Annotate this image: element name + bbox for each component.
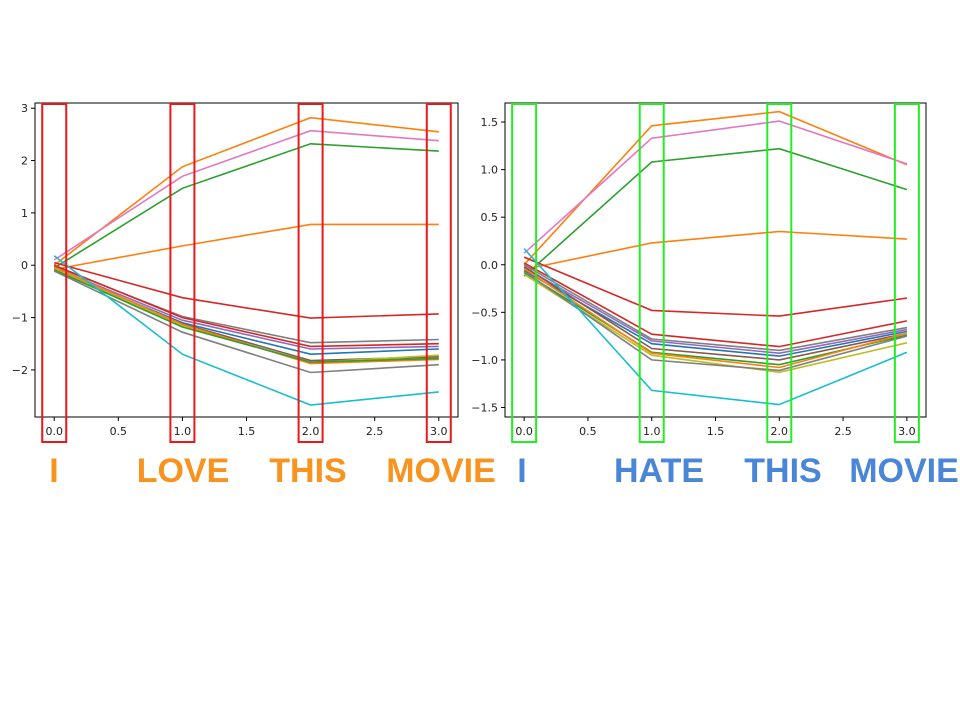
right-series-line-1 <box>523 110 908 266</box>
right-highlight-box-3 <box>893 103 920 443</box>
right-series-line-8 <box>523 266 908 355</box>
right-x-tick-label: 3.0 <box>898 425 916 438</box>
left-series-line-7 <box>53 264 439 348</box>
left-series-line-8 <box>53 267 439 350</box>
right-word-this: THIS <box>744 452 822 490</box>
right-series-line-3 <box>523 147 908 277</box>
left-axes-frame <box>34 102 459 418</box>
right-highlight-box-2 <box>766 103 793 443</box>
left-y-tick-label: −1 <box>12 312 28 325</box>
right-word-i: I <box>517 452 527 490</box>
left-x-tick-label: 2.5 <box>366 425 384 438</box>
left-highlight-box-1 <box>169 103 196 443</box>
right-series-line-10 <box>523 266 908 361</box>
left-x-tick-label: 3.0 <box>430 425 448 438</box>
right-y-tick-label: 0.0 <box>481 259 499 272</box>
right-x-tick-label: 1.0 <box>643 425 661 438</box>
left-x-tick-label: 1.5 <box>238 425 256 438</box>
right-series-line-15 <box>523 248 908 406</box>
right-x-tick-label: 0.5 <box>579 425 597 438</box>
left-series-line-15 <box>53 255 439 406</box>
right-series-line-6 <box>523 262 908 348</box>
left-series-line-5 <box>53 261 439 319</box>
left-highlight-box-2 <box>297 103 324 443</box>
left-y-tick-label: 3 <box>21 102 28 115</box>
right-chart: 0.0 0.5 1.0 1.5 2.0 2.5 3.0 1.5 1.0 0.5 0.0 −0.5 −1.… <box>471 102 927 443</box>
right-y-tick-label: 1.0 <box>481 164 499 177</box>
left-series-line-2 <box>53 129 439 261</box>
left-y-tick-label: 1 <box>21 207 28 220</box>
left-x-tick-label: 0.0 <box>45 425 63 438</box>
right-highlight-box-1 <box>638 103 665 443</box>
right-y-tick-label: 0.5 <box>481 211 499 224</box>
left-highlight-box-3 <box>425 103 452 443</box>
left-x-tick-label: 1.0 <box>174 425 192 438</box>
left-series-line-3 <box>53 142 439 269</box>
right-x-tick-label: 1.5 <box>707 425 725 438</box>
right-x-tick-label: 0.0 <box>515 425 533 438</box>
left-series-line-1 <box>53 116 439 266</box>
right-y-tick-label: −0.5 <box>471 306 498 319</box>
right-word-movie: MOVIE <box>849 452 959 490</box>
right-series-line-4 <box>523 230 907 271</box>
right-highlight-box-0 <box>511 103 538 443</box>
left-word-i: I <box>49 452 59 490</box>
right-y-tick-label: −1.5 <box>471 401 498 414</box>
left-series-line-14 <box>53 270 439 374</box>
left-series-line-13 <box>53 269 439 363</box>
right-series-line-5 <box>523 256 908 317</box>
right-series-line-14 <box>523 270 908 372</box>
right-y-tick-label: 1.5 <box>481 116 499 129</box>
right-series-line-12 <box>523 267 908 369</box>
left-highlight-box-0 <box>41 103 68 443</box>
left-series-line-4 <box>54 223 439 271</box>
right-word-hate: HATE <box>613 452 705 490</box>
left-word-this: THIS <box>269 452 347 490</box>
left-x-tick-label: 0.5 <box>110 425 128 438</box>
left-y-tick-label: −2 <box>12 364 28 377</box>
right-series-line-7 <box>523 264 908 352</box>
left-y-tick-label: 0 <box>21 259 28 272</box>
left-chart: 0.0 0.5 1.0 1.5 2.0 2.5 3.0 3 2 1 0 −1 −2 <box>12 102 459 443</box>
left-word-love: LOVE <box>136 452 230 490</box>
right-x-tick-label: 2.0 <box>771 425 789 438</box>
right-series-line-2 <box>523 120 908 254</box>
left-word-movie: MOVIE <box>386 452 496 490</box>
right-y-tick-label: −1.0 <box>471 354 498 367</box>
left-y-tick-label: 2 <box>21 155 28 168</box>
left-x-tick-label: 2.0 <box>302 425 320 438</box>
right-x-tick-label: 2.5 <box>834 425 852 438</box>
right-series-line-13 <box>523 273 908 374</box>
